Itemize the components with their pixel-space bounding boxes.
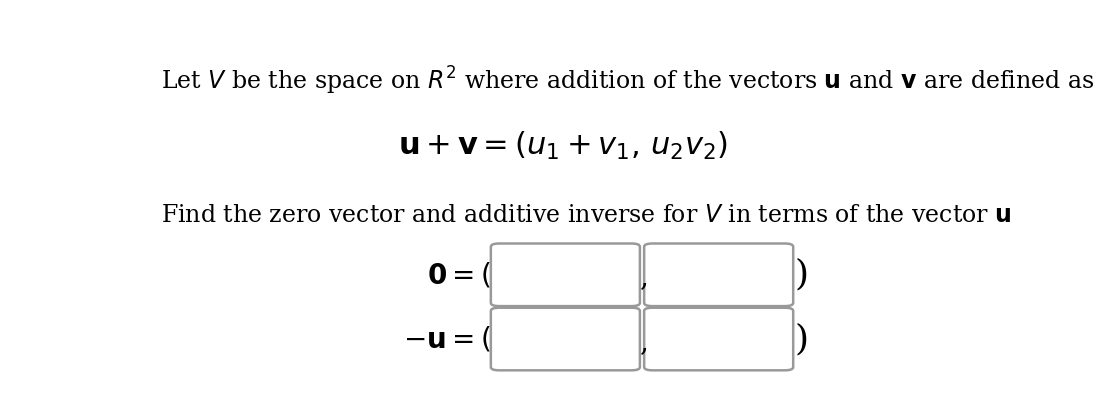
Text: ,: , (640, 329, 648, 356)
FancyBboxPatch shape (644, 308, 793, 370)
Text: Let $V$ be the space on $R^2$ where addition of the vectors $\mathbf{u}$ and $\m: Let $V$ be the space on $R^2$ where addi… (162, 65, 1095, 97)
Text: $\mathbf{0} = ($: $\mathbf{0} = ($ (426, 260, 491, 289)
Text: $-\mathbf{u} = ($: $-\mathbf{u} = ($ (403, 324, 491, 354)
FancyBboxPatch shape (491, 244, 640, 306)
Text: Find the zero vector and additive inverse for $V$ in terms of the vector $\mathb: Find the zero vector and additive invers… (162, 204, 1011, 227)
Text: ,: , (640, 264, 648, 291)
FancyBboxPatch shape (644, 244, 793, 306)
Text: ): ) (795, 322, 809, 356)
Text: ): ) (795, 258, 809, 292)
Text: $\mathbf{u} + \mathbf{v} = (u_1 + v_1,\, u_2 v_2)$: $\mathbf{u} + \mathbf{v} = (u_1 + v_1,\,… (398, 130, 729, 162)
FancyBboxPatch shape (491, 308, 640, 370)
